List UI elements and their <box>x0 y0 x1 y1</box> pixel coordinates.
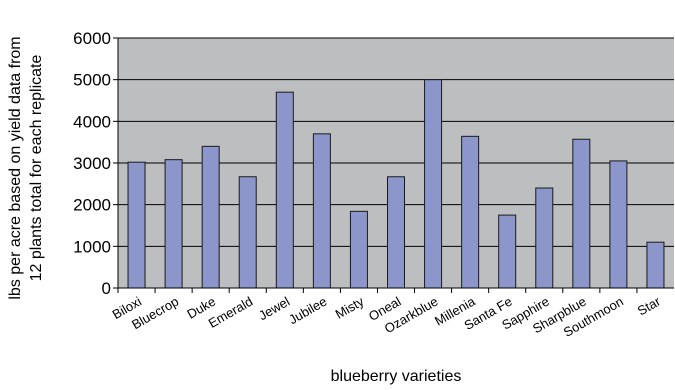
y-axis-title-line-2: 12 plants total for each replicate <box>28 55 45 282</box>
x-tick-label: Jubilee <box>286 294 329 328</box>
bar-biloxi <box>127 161 146 289</box>
y-tick-label: 0 <box>102 279 111 298</box>
bar-emerald <box>238 176 257 289</box>
y-tick-label: 2000 <box>73 196 111 215</box>
bars <box>127 79 665 289</box>
bar-sapphire <box>535 187 554 289</box>
bar-sharpblue <box>572 138 591 289</box>
bar-jubilee <box>312 133 331 289</box>
x-tick-label: Jewel <box>256 294 292 324</box>
y-tick-label: 4000 <box>73 112 111 131</box>
bar-southmoon <box>609 160 628 289</box>
x-tick-label: Misty <box>333 293 367 321</box>
y-ticks: 0 1000 2000 3000 4000 5000 6000 <box>73 29 118 298</box>
bar-duke <box>201 145 220 289</box>
bar-ozarkblue <box>424 79 443 289</box>
y-tick-label: 1000 <box>73 237 111 256</box>
bar-santa-fe <box>498 214 517 289</box>
y-tick-label: 6000 <box>73 29 111 48</box>
bar-jewel <box>275 91 294 289</box>
x-tick-label: Star <box>635 293 664 318</box>
x-axis-title: blueberry varieties <box>331 368 462 385</box>
bar-star <box>646 241 665 289</box>
bar-oneal <box>387 176 405 289</box>
bar-bluecrop <box>164 159 183 289</box>
y-axis-title-line-1: lbs per acre based on yield data from <box>7 36 24 299</box>
bar-millenia <box>461 135 480 289</box>
bar-misty <box>349 210 368 289</box>
y-tick-label: 5000 <box>73 71 111 90</box>
y-tick-label: 3000 <box>73 154 111 173</box>
